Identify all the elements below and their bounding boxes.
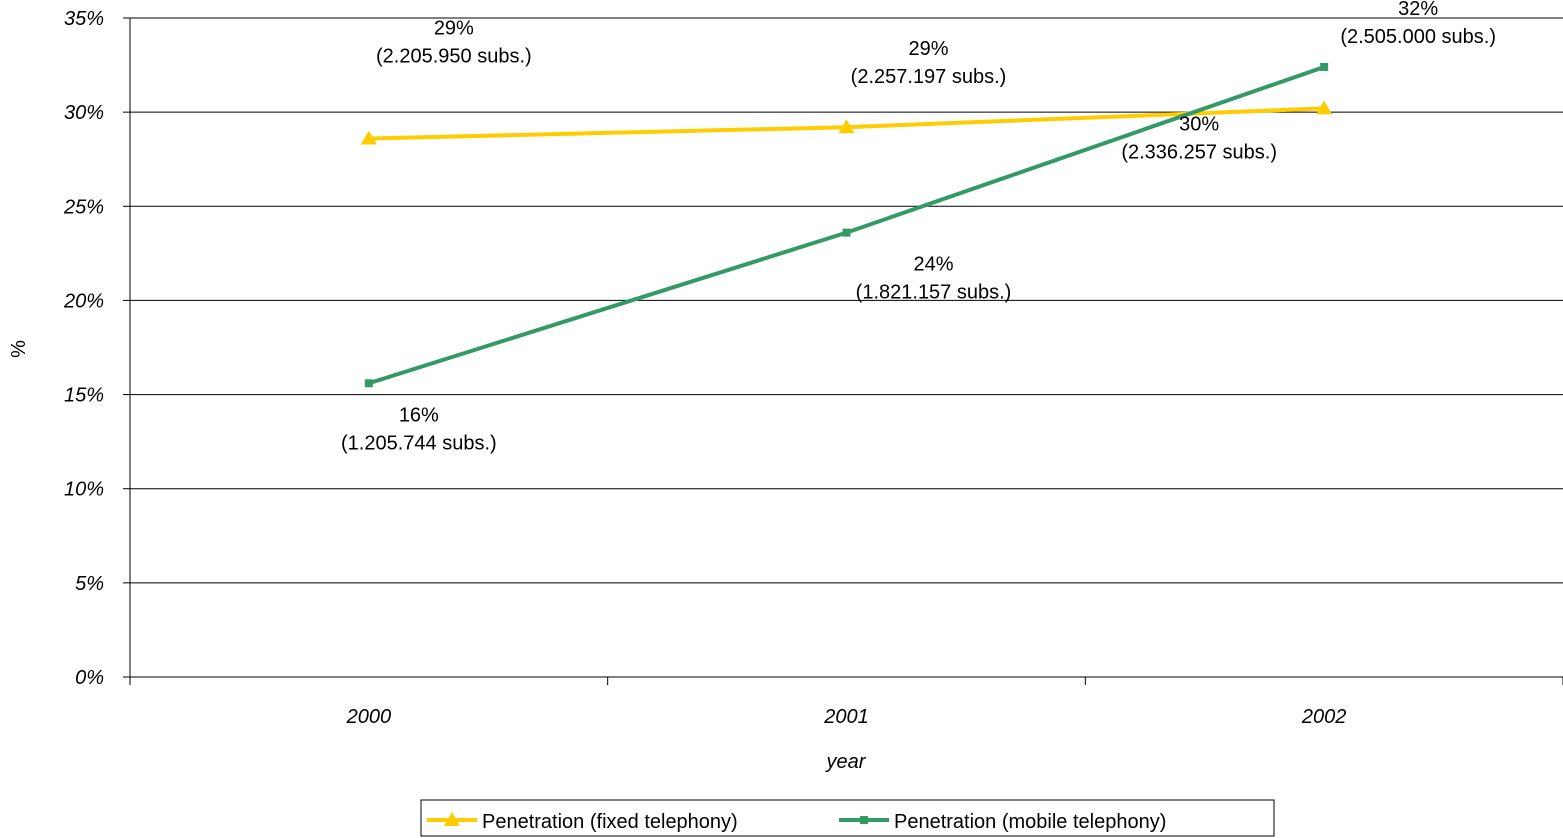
data-labels: 29% (2.205.950 subs.) 29% (2.257.197 subs.)… bbox=[341, 0, 1496, 454]
legend-label-mobile: Penetration (mobile telephony) bbox=[894, 811, 1166, 833]
y-tick-label: 5% bbox=[75, 573, 104, 595]
y-tick-label: 30% bbox=[64, 102, 104, 124]
y-tick-label: 0% bbox=[75, 667, 104, 689]
data-point-mobile bbox=[364, 379, 373, 388]
data-label-mobile: (1.205.744 subs.) bbox=[341, 432, 497, 454]
y-tick-label: 35% bbox=[64, 8, 104, 30]
legend-marker-mobile bbox=[860, 816, 868, 824]
data-label-fixed: (2.205.950 subs.) bbox=[376, 46, 532, 68]
data-point-fixed bbox=[360, 130, 377, 145]
y-tick-label: 20% bbox=[63, 290, 104, 312]
series-lines bbox=[360, 62, 1333, 388]
data-label-fixed: 30% bbox=[1179, 113, 1219, 135]
legend-label-fixed: Penetration (fixed telephony) bbox=[482, 811, 738, 833]
y-tick-label: 15% bbox=[64, 385, 104, 407]
x-tick-labels: 2000 2001 2002 bbox=[346, 706, 1347, 728]
axes bbox=[123, 17, 1563, 685]
data-label-mobile: 24% bbox=[913, 254, 953, 276]
data-label-mobile: 32% bbox=[1398, 0, 1438, 20]
y-tick-labels: 0% 5% 10% 15% 20% 25% 30% 35% bbox=[63, 8, 104, 689]
data-point-mobile bbox=[842, 228, 851, 237]
data-label-fixed: 29% bbox=[434, 18, 474, 40]
legend: Penetration (fixed telephony) Penetration… bbox=[420, 799, 1275, 837]
x-tick-label: 2000 bbox=[346, 706, 392, 728]
y-tick-label: 10% bbox=[64, 479, 104, 501]
data-label-mobile: 16% bbox=[399, 404, 439, 426]
data-point-fixed bbox=[838, 119, 855, 134]
x-tick-label: 2001 bbox=[823, 706, 869, 728]
data-label-fixed: 29% bbox=[908, 38, 948, 60]
y-axis-title: % bbox=[8, 340, 30, 358]
grid-lines bbox=[130, 17, 1563, 584]
x-axis-title: year bbox=[825, 751, 867, 773]
x-tick-label: 2002 bbox=[1301, 706, 1347, 728]
data-point-fixed bbox=[1316, 100, 1333, 115]
data-label-mobile: (2.505.000 subs.) bbox=[1340, 26, 1496, 48]
data-label-fixed: (2.257.197 subs.) bbox=[851, 66, 1007, 88]
data-label-fixed: (2.336.257 subs.) bbox=[1121, 141, 1277, 163]
data-point-mobile bbox=[1320, 62, 1329, 71]
data-label-mobile: (1.821.157 subs.) bbox=[856, 282, 1012, 304]
y-tick-label: 25% bbox=[63, 196, 104, 218]
legend-marker-fixed bbox=[444, 812, 460, 826]
